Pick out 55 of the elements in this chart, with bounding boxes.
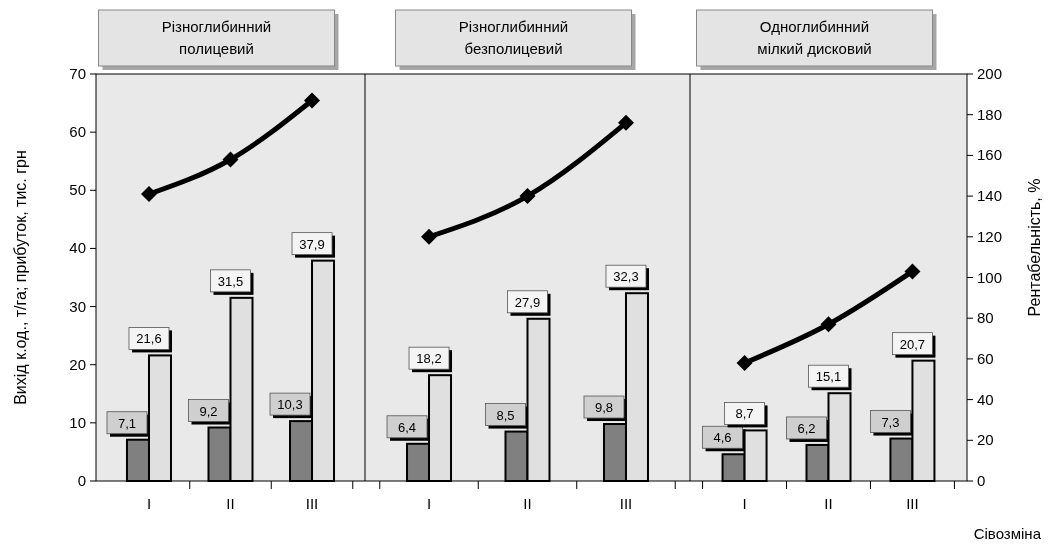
y-tick-label: 20 bbox=[69, 355, 86, 373]
data-label: 15,1 bbox=[815, 369, 842, 385]
y-tick-label: 10 bbox=[69, 413, 86, 431]
y-tick-label: 70 bbox=[69, 65, 86, 82]
y2-tick-label: 60 bbox=[977, 349, 994, 367]
y2-tick-label: 20 bbox=[977, 431, 994, 449]
data-label: 7,1 bbox=[117, 415, 137, 431]
data-label: 21,6 bbox=[136, 331, 162, 347]
x-tick-label: III bbox=[305, 495, 319, 512]
y2-tick-label: 40 bbox=[977, 390, 994, 408]
y-tick-label: 60 bbox=[69, 123, 86, 141]
y2-tick-label: 100 bbox=[977, 268, 1003, 286]
x-tick-label: II bbox=[523, 495, 532, 512]
x-tick-label: II bbox=[824, 495, 833, 512]
data-label: 8,7 bbox=[735, 406, 754, 422]
data-label: 7,3 bbox=[881, 414, 900, 430]
data-label: 31,5 bbox=[217, 273, 244, 289]
data-label: 6,4 bbox=[397, 419, 417, 435]
data-label: 18,2 bbox=[416, 351, 442, 367]
data-label: 10,3 bbox=[277, 397, 303, 413]
y2-axis-title: Рентабельність, % bbox=[1026, 178, 1043, 317]
chart-title: Одноглибинний мілкий дисковий bbox=[757, 18, 872, 57]
x-tick-label: II bbox=[226, 495, 235, 512]
x-tick-label: I bbox=[742, 495, 747, 512]
point bbox=[904, 263, 921, 280]
y-tick-label: 50 bbox=[69, 181, 86, 199]
x-tick-label: III bbox=[619, 495, 633, 512]
x-axis-title: Сівозміна bbox=[973, 525, 1042, 542]
data-label: 9,8 bbox=[594, 400, 614, 416]
data-label: 27,9 bbox=[514, 294, 541, 310]
y-tick-label: 30 bbox=[69, 297, 86, 315]
point bbox=[736, 354, 753, 371]
y2-tick-label: 160 bbox=[977, 146, 1003, 164]
data-label: 6,2 bbox=[797, 420, 816, 436]
y-tick-label: 40 bbox=[69, 239, 86, 257]
y2-tick-label: 0 bbox=[977, 472, 986, 489]
y-tick-label: 0 bbox=[77, 472, 86, 489]
data-label: 20,7 bbox=[899, 336, 926, 352]
data-label: 32,3 bbox=[613, 269, 639, 285]
data-label: 9,2 bbox=[199, 403, 218, 419]
point bbox=[820, 316, 837, 333]
data-label: 8,5 bbox=[496, 407, 515, 423]
y2-tick-label: 120 bbox=[977, 227, 1003, 245]
chart-title: Різноглибинний безполицевий bbox=[458, 18, 569, 57]
y2-tick-label: 200 bbox=[977, 65, 1003, 82]
data-label: 37,9 bbox=[299, 236, 325, 252]
chart-title: Різноглибинний полицевий bbox=[161, 18, 272, 57]
y2-tick-label: 140 bbox=[977, 187, 1003, 205]
y-axis-title: Вихід к.од., т/га; прибуток, тис. грн bbox=[12, 150, 29, 405]
x-tick-label: I bbox=[146, 495, 152, 512]
y2-tick-label: 80 bbox=[977, 309, 994, 327]
data-label: 4,6 bbox=[713, 430, 732, 446]
x-tick-label: III bbox=[906, 495, 919, 512]
x-tick-label: I bbox=[426, 495, 432, 512]
y2-tick-label: 180 bbox=[977, 105, 1003, 123]
